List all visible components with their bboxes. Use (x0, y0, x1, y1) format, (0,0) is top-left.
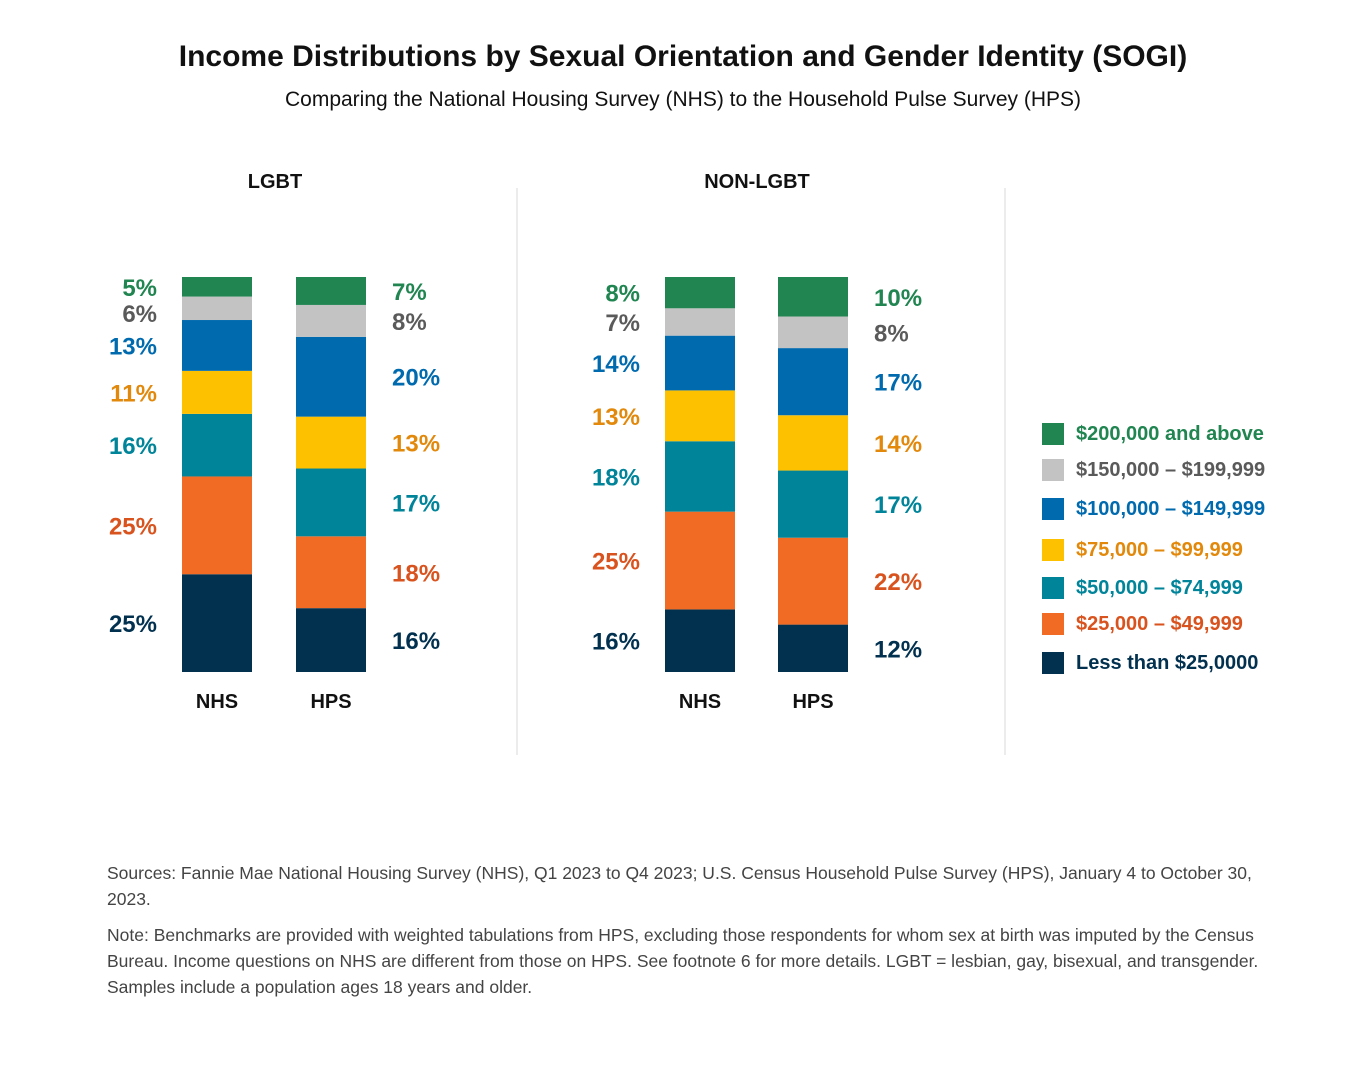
legend-item-100_150: $100,000 – $149,999 (1042, 495, 1265, 523)
legend-swatch (1042, 613, 1064, 635)
bar-segment-lgbt-nhs-150_200 (182, 296, 252, 321)
x-tick-label: HPS (792, 691, 833, 713)
data-label-non-lgbt-hps-75_100: 14% (874, 431, 922, 458)
data-label-non-lgbt-hps-50_75: 17% (874, 492, 922, 519)
bar-segment-lgbt-nhs-50_75 (182, 413, 252, 477)
bar-segment-non-lgbt-hps-75_100 (778, 415, 848, 471)
legend-label: $25,000 – $49,999 (1076, 612, 1243, 635)
bar-segment-non-lgbt-hps-25_50 (778, 537, 848, 625)
bar-segment-non-lgbt-hps-50_75 (778, 470, 848, 538)
data-label-non-lgbt-hps-25_50: 22% (874, 569, 922, 596)
group-title: NON-LGBT (704, 171, 810, 193)
legend-item-50_75: $50,000 – $74,999 (1042, 574, 1243, 602)
legend-swatch (1042, 459, 1064, 481)
data-label-non-lgbt-nhs-200plus: 8% (605, 281, 640, 308)
note-text: Note: Benchmarks are provided with weigh… (107, 925, 1259, 997)
bar-segment-non-lgbt-nhs-150_200 (665, 308, 735, 336)
bar-segment-lgbt-hps-25_50 (296, 536, 366, 609)
data-label-non-lgbt-hps-lt25: 12% (874, 636, 922, 663)
data-label-lgbt-hps-150_200: 8% (392, 309, 427, 336)
x-tick-label: HPS (310, 691, 351, 713)
legend-swatch (1042, 423, 1064, 445)
bar-segment-lgbt-nhs-100_150 (182, 320, 252, 371)
data-label-lgbt-nhs-200plus: 5% (122, 275, 157, 302)
data-label-non-lgbt-nhs-25_50: 25% (592, 549, 640, 576)
bar-segment-lgbt-hps-200plus (296, 277, 366, 305)
legend-swatch (1042, 498, 1064, 520)
data-label-lgbt-hps-25_50: 18% (392, 560, 440, 587)
data-label-lgbt-hps-75_100: 13% (392, 431, 440, 458)
bar-segment-non-lgbt-nhs-lt25 (665, 609, 735, 672)
chart-title: Income Distributions by Sexual Orientati… (178, 40, 1188, 73)
legend-swatch (1042, 577, 1064, 599)
legend-label: Less than $25,0000 (1076, 651, 1259, 674)
bar-segment-lgbt-nhs-75_100 (182, 370, 252, 414)
data-label-lgbt-nhs-50_75: 16% (109, 433, 157, 460)
sources-text: Sources: Fannie Mae National Housing Sur… (107, 863, 1252, 909)
data-label-non-lgbt-nhs-100_150: 14% (592, 351, 640, 378)
data-label-non-lgbt-nhs-75_100: 13% (592, 404, 640, 431)
bar-segment-non-lgbt-nhs-50_75 (665, 441, 735, 512)
bar-segment-non-lgbt-nhs-200plus (665, 277, 735, 309)
bar-segment-lgbt-nhs-lt25 (182, 574, 252, 672)
x-tick-label: NHS (196, 691, 238, 713)
data-label-lgbt-nhs-150_200: 6% (122, 301, 157, 328)
stacked-bar-chart: LGBT 25% 25% 16% 11% 13% 6%5% NHS 16% 18% 17% 13% 20… (109, 171, 1006, 755)
data-label-lgbt-nhs-lt25: 25% (109, 611, 157, 638)
legend-item-75_100: $75,000 – $99,999 (1042, 536, 1243, 564)
data-label-lgbt-nhs-25_50: 25% (109, 513, 157, 540)
legend-label: $100,000 – $149,999 (1076, 497, 1266, 520)
chart-subtitle: Comparing the National Housing Survey (N… (284, 88, 1082, 111)
data-label-non-lgbt-nhs-50_75: 18% (592, 464, 640, 491)
data-label-non-lgbt-hps-150_200: 8% (874, 320, 909, 347)
data-label-lgbt-nhs-100_150: 13% (109, 333, 157, 360)
data-label-lgbt-nhs-75_100: 11% (110, 380, 157, 407)
bar-segment-non-lgbt-hps-lt25 (778, 624, 848, 672)
legend-label: $50,000 – $74,999 (1076, 576, 1243, 599)
bar-segment-non-lgbt-nhs-25_50 (665, 511, 735, 610)
bar-segment-non-lgbt-hps-150_200 (778, 316, 848, 349)
legend-item-lt25: Less than $25,0000 (1042, 649, 1258, 677)
data-label-lgbt-hps-100_150: 20% (392, 365, 440, 392)
legend-swatch (1042, 652, 1064, 674)
data-label-lgbt-hps-50_75: 17% (392, 490, 440, 517)
bar-segment-lgbt-nhs-200plus (182, 277, 252, 297)
bar-segment-non-lgbt-nhs-75_100 (665, 390, 735, 442)
legend-label: $75,000 – $99,999 (1076, 538, 1243, 561)
legend-item-200plus: $200,000 and above (1042, 420, 1264, 448)
legend-label: $200,000 and above (1076, 422, 1264, 445)
bar-segment-lgbt-hps-75_100 (296, 416, 366, 469)
legend-swatch (1042, 539, 1064, 561)
bar-segment-non-lgbt-hps-100_150 (778, 348, 848, 416)
bar-segment-non-lgbt-nhs-100_150 (665, 335, 735, 391)
data-label-non-lgbt-nhs-150_200: 7% (605, 310, 640, 337)
data-label-lgbt-hps-200plus: 7% (392, 279, 427, 306)
data-label-non-lgbt-nhs-lt25: 16% (592, 629, 640, 656)
bar-segment-lgbt-nhs-25_50 (182, 476, 252, 575)
x-tick-label: NHS (679, 691, 721, 713)
legend-item-150_200: $150,000 – $199,999 (1042, 456, 1265, 484)
legend-label: $150,000 – $199,999 (1076, 458, 1266, 481)
bar-segment-lgbt-hps-lt25 (296, 608, 366, 672)
legend-item-25_50: $25,000 – $49,999 (1042, 610, 1243, 638)
bar-segment-lgbt-hps-50_75 (296, 468, 366, 537)
bar-segment-non-lgbt-hps-200plus (778, 277, 848, 317)
bar-segment-lgbt-hps-100_150 (296, 336, 366, 417)
data-label-non-lgbt-hps-200plus: 10% (874, 285, 922, 312)
group-title: LGBT (248, 171, 302, 193)
bar-segment-lgbt-hps-150_200 (296, 304, 366, 337)
data-label-non-lgbt-hps-100_150: 17% (874, 370, 922, 397)
data-label-lgbt-hps-lt25: 16% (392, 628, 440, 655)
